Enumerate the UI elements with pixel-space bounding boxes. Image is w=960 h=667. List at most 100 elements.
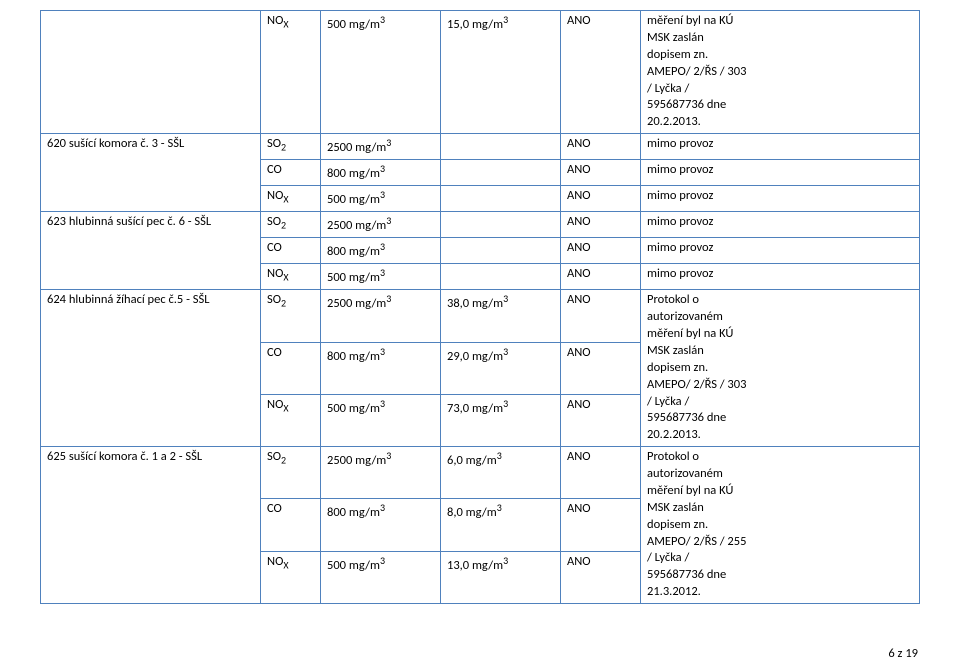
limit-value-sup: 3 xyxy=(380,501,385,514)
limit-value-sup: 3 xyxy=(380,266,385,279)
page: NOX500 mg/m315,0 mg/m3ANOměření byl na K… xyxy=(0,0,960,667)
note-line: autorizovaném xyxy=(647,466,723,481)
section-label: 623 hlubinná sušící pec č. 6 - SŠL xyxy=(41,212,261,290)
measured-cell xyxy=(441,264,561,290)
limit-value: 500 mg/m xyxy=(327,401,380,416)
pollutant-cell: NOX xyxy=(261,264,321,290)
limit-value: 500 mg/m xyxy=(327,17,380,32)
pollutant-cell: NOX xyxy=(261,551,321,603)
note-line: MSK zaslán xyxy=(647,500,704,515)
measured-value: 73,0 mg/m xyxy=(447,401,503,416)
note-line: mimo provoz xyxy=(647,188,713,203)
note-cell: Protokol oautorizovanémměření byl na KÚM… xyxy=(641,447,920,604)
limit-value-sup: 3 xyxy=(380,397,385,410)
limit-cell: 2500 mg/m3 xyxy=(321,134,441,160)
limit-cell: 800 mg/m3 xyxy=(321,499,441,551)
measured-value: 29,0 mg/m xyxy=(447,349,503,364)
measured-value-sup: 3 xyxy=(497,501,502,514)
measured-cell: 15,0 mg/m3 xyxy=(441,11,561,134)
pollutant-cell: CO xyxy=(261,238,321,264)
pollutant-cell: SO2 xyxy=(261,134,321,160)
limit-cell: 2500 mg/m3 xyxy=(321,290,441,342)
pollutant-subscript: 2 xyxy=(281,219,286,232)
pollutant-subscript: 2 xyxy=(281,297,286,310)
note-line: AMEPO/ 2/ŘS / 303 xyxy=(647,377,746,392)
pollutant-cell: CO xyxy=(261,499,321,551)
status-cell: ANO xyxy=(561,551,641,603)
measured-value-sup: 3 xyxy=(503,554,508,567)
page-footer: 6 z 19 xyxy=(888,646,918,661)
note-line: 20.2.2013. xyxy=(647,114,701,129)
limit-cell: 800 mg/m3 xyxy=(321,238,441,264)
table-row: 623 hlubinná sušící pec č. 6 - SŠLSO2250… xyxy=(41,212,920,238)
measured-value-sup: 3 xyxy=(497,449,502,462)
note-line: autorizovaném xyxy=(647,309,723,324)
note-line: 595687736 dne xyxy=(647,410,726,425)
pollutant-cell: NOX xyxy=(261,394,321,446)
measured-cell: 38,0 mg/m3 xyxy=(441,290,561,342)
pollutant-symbol: NO xyxy=(267,554,283,569)
table-row: 624 hlubinná žíhací pec č.5 - SŠLSO22500… xyxy=(41,290,920,342)
pollutant-symbol: NO xyxy=(267,397,283,412)
status-cell: ANO xyxy=(561,238,641,264)
pollutant-cell: CO xyxy=(261,342,321,394)
measured-value-sup: 3 xyxy=(503,13,508,26)
measured-cell xyxy=(441,160,561,186)
status-cell: ANO xyxy=(561,394,641,446)
note-line: Protokol o xyxy=(647,292,699,307)
status-cell: ANO xyxy=(561,447,641,499)
pollutant-symbol: SO xyxy=(267,292,281,307)
section-label: 624 hlubinná žíhací pec č.5 - SŠL xyxy=(41,290,261,447)
note-line: / Lyčka / xyxy=(647,550,689,565)
note-line: MSK zaslán xyxy=(647,30,704,45)
status-cell: ANO xyxy=(561,212,641,238)
limit-value-sup: 3 xyxy=(380,345,385,358)
limit-value-sup: 3 xyxy=(380,162,385,175)
note-cell: mimo provoz xyxy=(641,212,920,238)
measured-cell: 73,0 mg/m3 xyxy=(441,394,561,446)
pollutant-symbol: CO xyxy=(267,345,282,360)
pollutant-symbol: SO xyxy=(267,449,281,464)
note-line: mimo provoz xyxy=(647,214,713,229)
limit-value: 2500 mg/m xyxy=(327,296,386,311)
note-cell: mimo provoz xyxy=(641,160,920,186)
pollutant-cell: SO2 xyxy=(261,212,321,238)
measured-cell xyxy=(441,212,561,238)
limit-value: 800 mg/m xyxy=(327,506,380,521)
status-cell: ANO xyxy=(561,499,641,551)
status-cell: ANO xyxy=(561,342,641,394)
note-line: Protokol o xyxy=(647,449,699,464)
note-line: 21.3.2012. xyxy=(647,584,701,599)
status-cell: ANO xyxy=(561,290,641,342)
limit-value: 2500 mg/m xyxy=(327,140,386,155)
limit-cell: 2500 mg/m3 xyxy=(321,212,441,238)
measured-cell xyxy=(441,186,561,212)
measured-cell: 13,0 mg/m3 xyxy=(441,551,561,603)
pollutant-symbol: SO xyxy=(267,214,281,229)
limit-value: 800 mg/m xyxy=(327,166,380,181)
note-line: dopisem zn. xyxy=(647,517,708,532)
limit-value-sup: 3 xyxy=(380,13,385,26)
limit-cell: 2500 mg/m3 xyxy=(321,447,441,499)
note-cell: mimo provoz xyxy=(641,134,920,160)
limit-value-sup: 3 xyxy=(386,214,391,227)
note-cell: měření byl na KÚMSK zaslándopisem zn.AME… xyxy=(641,11,920,134)
measured-cell: 29,0 mg/m3 xyxy=(441,342,561,394)
note-line: AMEPO/ 2/ŘS / 255 xyxy=(647,534,746,549)
limit-value: 2500 mg/m xyxy=(327,453,386,468)
status-cell: ANO xyxy=(561,264,641,290)
limit-value-sup: 3 xyxy=(386,449,391,462)
pollutant-symbol: NO xyxy=(267,13,283,28)
limit-value-sup: 3 xyxy=(380,554,385,567)
measured-value: 15,0 mg/m xyxy=(447,17,503,32)
note-line: měření byl na KÚ xyxy=(647,326,733,341)
pollutant-subscript: X xyxy=(283,401,288,414)
note-line: / Lyčka / xyxy=(647,394,689,409)
limit-cell: 500 mg/m3 xyxy=(321,264,441,290)
note-cell: mimo provoz xyxy=(641,238,920,264)
pollutant-cell: CO xyxy=(261,160,321,186)
pollutant-cell: NOX xyxy=(261,11,321,134)
note-line: MSK zaslán xyxy=(647,343,704,358)
status-cell: ANO xyxy=(561,11,641,134)
pollutant-symbol: CO xyxy=(267,240,282,255)
